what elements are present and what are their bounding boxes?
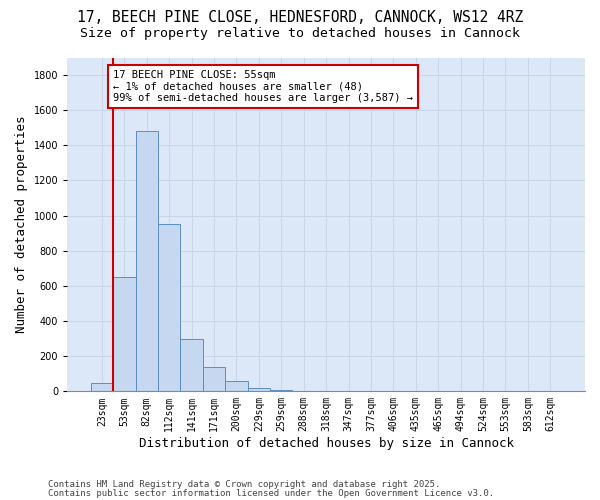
Bar bbox=[248, 388, 270, 392]
Text: Size of property relative to detached houses in Cannock: Size of property relative to detached ho… bbox=[80, 28, 520, 40]
Bar bbox=[113, 277, 136, 392]
Bar bbox=[136, 132, 158, 392]
X-axis label: Distribution of detached houses by size in Cannock: Distribution of detached houses by size … bbox=[139, 437, 514, 450]
Bar bbox=[158, 224, 181, 392]
Bar bbox=[181, 339, 203, 392]
Bar bbox=[203, 367, 225, 392]
Bar bbox=[270, 390, 292, 392]
Text: 17 BEECH PINE CLOSE: 55sqm
← 1% of detached houses are smaller (48)
99% of semi-: 17 BEECH PINE CLOSE: 55sqm ← 1% of detac… bbox=[113, 70, 413, 103]
Text: Contains public sector information licensed under the Open Government Licence v3: Contains public sector information licen… bbox=[48, 488, 494, 498]
Bar bbox=[292, 391, 315, 392]
Text: 17, BEECH PINE CLOSE, HEDNESFORD, CANNOCK, WS12 4RZ: 17, BEECH PINE CLOSE, HEDNESFORD, CANNOC… bbox=[77, 10, 523, 25]
Bar bbox=[225, 381, 248, 392]
Y-axis label: Number of detached properties: Number of detached properties bbox=[15, 116, 28, 333]
Text: Contains HM Land Registry data © Crown copyright and database right 2025.: Contains HM Land Registry data © Crown c… bbox=[48, 480, 440, 489]
Bar bbox=[91, 383, 113, 392]
